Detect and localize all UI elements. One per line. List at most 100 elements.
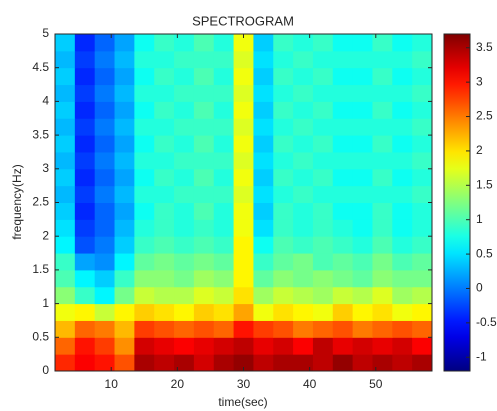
heat-cell — [372, 320, 393, 338]
heat-cell — [273, 303, 294, 321]
heat-cell — [154, 253, 175, 271]
heat-cell — [213, 34, 235, 52]
heat-cell — [293, 84, 314, 102]
y-tick-label: 5 — [42, 26, 49, 40]
heat-cell — [332, 286, 354, 305]
heat-cell — [293, 354, 314, 372]
heat-cell — [193, 320, 215, 338]
heat-cell — [273, 84, 294, 102]
heat-cell — [174, 286, 195, 305]
heat-cell — [154, 101, 175, 119]
colorbar-tick-label: 0.5 — [476, 246, 493, 260]
heat-cell — [372, 354, 393, 372]
heat-cell — [55, 269, 76, 288]
heat-cell — [352, 337, 373, 355]
heat-cell — [134, 354, 155, 372]
heat-cell — [392, 303, 413, 321]
heat-cell — [233, 168, 254, 187]
heat-cell — [233, 236, 254, 254]
y-tick-label: 1 — [42, 296, 49, 310]
heat-cell — [332, 354, 354, 372]
heat-cell — [74, 219, 96, 237]
heat-cell — [372, 253, 393, 271]
heat-cell — [154, 303, 175, 321]
heat-cell — [174, 269, 195, 288]
heat-cell — [114, 236, 135, 254]
heat-cell — [55, 236, 76, 254]
heat-cell — [392, 337, 413, 355]
heat-cell — [332, 168, 354, 187]
heat-cell — [253, 219, 274, 237]
heat-cell — [154, 50, 175, 69]
heat-cell — [332, 67, 354, 86]
heat-cell — [74, 168, 96, 187]
heat-cell — [134, 269, 155, 288]
heat-cell — [213, 286, 235, 305]
heat-cell — [372, 202, 393, 220]
heat-cell — [94, 151, 116, 170]
heat-cell — [213, 185, 235, 203]
heat-cell — [273, 118, 294, 136]
heat-cell — [174, 135, 195, 153]
heat-cell — [114, 50, 135, 69]
heat-cell — [253, 151, 274, 170]
heat-cell — [332, 320, 354, 338]
heat-cell — [174, 202, 195, 220]
heat-cell — [74, 151, 96, 170]
heat-cell — [372, 269, 393, 288]
heat-cell — [412, 118, 433, 136]
heat-cell — [154, 34, 175, 52]
heat-cell — [352, 84, 373, 102]
heat-cell — [392, 84, 413, 102]
heat-cell — [372, 337, 393, 355]
heat-cell — [174, 253, 195, 271]
heat-cell — [134, 236, 155, 254]
heat-cell — [174, 236, 195, 254]
heat-cell — [392, 253, 413, 271]
heat-cell — [174, 185, 195, 203]
heat-cell — [174, 84, 195, 102]
heat-cell — [193, 185, 215, 203]
heat-cell — [154, 219, 175, 237]
heat-cell — [233, 84, 254, 102]
heat-cell — [412, 202, 433, 220]
heat-cell — [392, 320, 413, 338]
heat-cell — [273, 101, 294, 119]
heat-cell — [273, 354, 294, 372]
heat-cell — [174, 101, 195, 119]
heat-cell — [55, 219, 76, 237]
heat-cell — [193, 354, 215, 372]
heat-cell — [352, 286, 373, 305]
colorbar — [443, 33, 471, 372]
heat-cell — [312, 34, 334, 52]
heat-cell — [293, 168, 314, 187]
heat-cell — [154, 236, 175, 254]
heat-cell — [312, 135, 334, 153]
heat-cell — [55, 101, 76, 119]
heat-cell — [55, 253, 76, 271]
heat-cell — [273, 135, 294, 153]
y-tick-label: 2 — [42, 228, 49, 242]
heat-cell — [94, 50, 116, 69]
heat-cell — [352, 168, 373, 187]
heat-cell — [273, 286, 294, 305]
heat-cell — [55, 202, 76, 220]
heat-cell — [253, 320, 274, 338]
heat-cell — [392, 269, 413, 288]
heat-cell — [392, 135, 413, 153]
y-tick-label: 2.5 — [32, 195, 49, 209]
heat-cell — [372, 84, 393, 102]
colorbar-tick-label: -0.5 — [476, 315, 497, 329]
heat-cell — [352, 303, 373, 321]
heat-cell — [94, 219, 116, 237]
heat-cell — [193, 135, 215, 153]
x-tick-label: 20 — [171, 377, 185, 391]
heat-cell — [154, 354, 175, 372]
heat-cell — [273, 50, 294, 69]
heat-cell — [134, 286, 155, 305]
heat-cell — [233, 50, 254, 69]
heat-cell — [372, 67, 393, 86]
heat-cell — [134, 337, 155, 355]
heat-cell — [114, 135, 135, 153]
heat-cell — [293, 135, 314, 153]
